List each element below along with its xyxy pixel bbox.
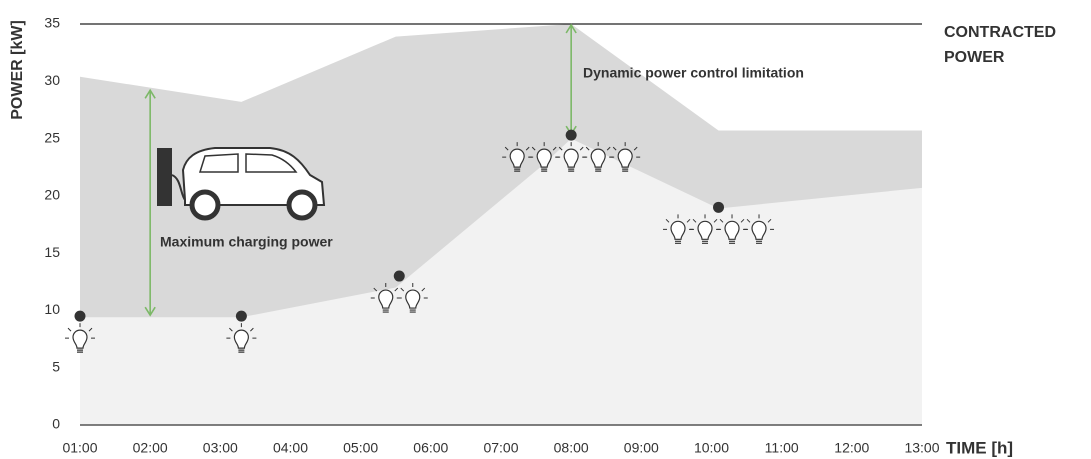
y-tick-label: 10 [44, 301, 60, 317]
x-tick-label: 11:00 [765, 440, 799, 456]
x-tick-label: 05:00 [343, 440, 378, 456]
x-tick-label: 08:00 [554, 440, 589, 456]
x-tick-label: 13:00 [904, 440, 939, 456]
y-tick-label: 5 [52, 358, 60, 374]
x-axis-label: TIME [h] [946, 438, 1013, 457]
x-tick-label: 02:00 [133, 440, 168, 456]
contracted-label: CONTRACTED [944, 24, 1056, 41]
y-tick-label: 20 [44, 187, 60, 203]
x-tick-label: 07:00 [483, 440, 518, 456]
point [236, 311, 247, 322]
x-tick-label: 10:00 [694, 440, 729, 456]
contracted-label: POWER [944, 49, 1005, 66]
y-axis-label: POWER [kW] [9, 20, 26, 120]
x-tick-label: 03:00 [203, 440, 238, 456]
point [566, 130, 577, 141]
annotation: Dynamic power control limitation [583, 65, 804, 81]
wheel [289, 192, 315, 218]
y-tick-label: 0 [52, 416, 60, 432]
wheel [192, 192, 218, 218]
y-tick-label: 30 [44, 72, 60, 88]
x-tick-label: 04:00 [273, 440, 308, 456]
x-tick-label: 01:00 [62, 440, 97, 456]
y-tick-label: 35 [44, 15, 60, 31]
point [713, 202, 724, 213]
x-tick-label: 09:00 [624, 440, 659, 456]
x-tick-label: 06:00 [413, 440, 448, 456]
y-tick-label: 25 [44, 129, 60, 145]
y-tick-label: 15 [44, 244, 60, 260]
charger [157, 148, 172, 206]
point [394, 271, 405, 282]
x-tick-label: 12:00 [834, 440, 869, 456]
annotation: Maximum charging power [160, 234, 333, 250]
chart: POWER [kW] TIME [h] CONTRACTED POWER 0 5 1… [0, 0, 1091, 459]
point [75, 311, 86, 322]
